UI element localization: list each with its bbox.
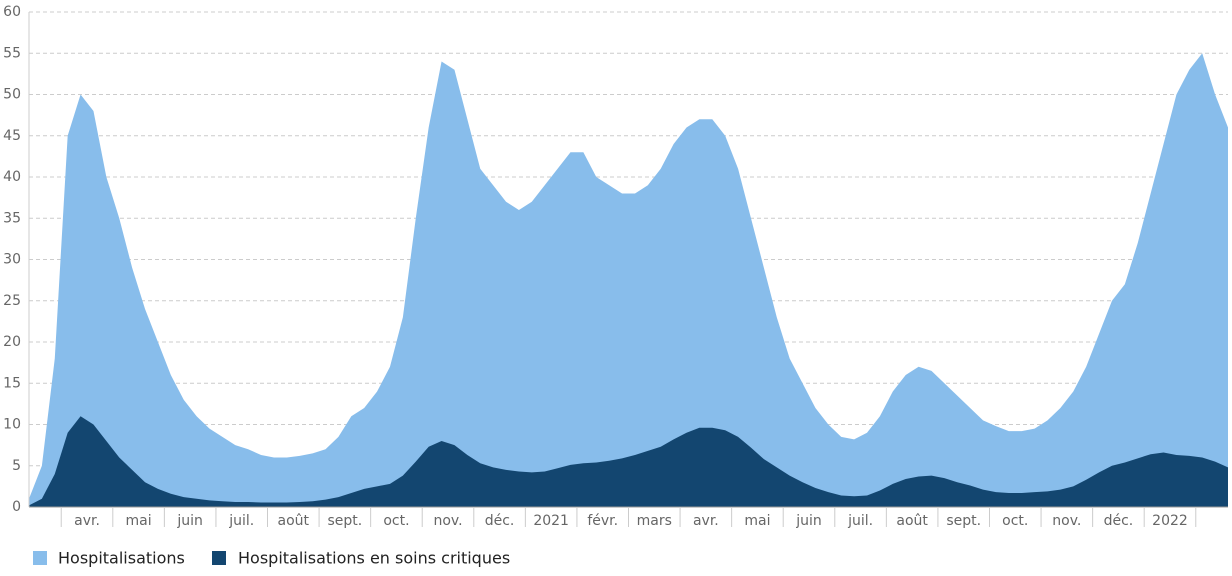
x-tick-label: juil. bbox=[847, 513, 873, 529]
x-tick-label: mars bbox=[637, 513, 672, 529]
x-tick-label: nov. bbox=[433, 513, 462, 529]
y-tick-label: 60 bbox=[3, 4, 21, 20]
x-tick-label: 2022 bbox=[1152, 513, 1188, 529]
y-tick-label: 35 bbox=[3, 210, 21, 226]
y-tick-label: 45 bbox=[3, 128, 21, 144]
x-tick-label: août bbox=[896, 513, 928, 529]
y-tick-label: 5 bbox=[12, 458, 21, 474]
x-tick-label: avr. bbox=[693, 513, 719, 529]
x-tick-label: sept. bbox=[327, 513, 362, 529]
x-tick-label: oct. bbox=[1002, 513, 1028, 529]
x-tick-label: mai bbox=[126, 513, 152, 529]
y-tick-label: 30 bbox=[3, 252, 21, 268]
legend-swatch bbox=[212, 551, 226, 565]
y-tick-label: 55 bbox=[3, 45, 21, 61]
area bbox=[29, 416, 1228, 507]
y-tick-label: 15 bbox=[3, 375, 21, 391]
legend-label: Hospitalisations bbox=[58, 549, 185, 568]
x-tick-label: juin bbox=[795, 513, 822, 529]
area bbox=[29, 53, 1228, 507]
x-tick-label: déc. bbox=[485, 513, 515, 529]
x-tick-label: juin bbox=[176, 513, 203, 529]
legend-swatch bbox=[33, 551, 47, 565]
x-tick-label: févr. bbox=[587, 513, 618, 529]
y-tick-label: 40 bbox=[3, 169, 21, 185]
legend-label: Hospitalisations en soins critiques bbox=[238, 549, 510, 568]
x-tick-label: avr. bbox=[74, 513, 100, 529]
y-tick-label: 20 bbox=[3, 334, 21, 350]
x-tick-label: sept. bbox=[946, 513, 981, 529]
y-tick-label: 10 bbox=[3, 417, 21, 433]
y-tick-label: 0 bbox=[12, 499, 21, 515]
y-tick-label: 25 bbox=[3, 293, 21, 309]
x-tick-label: 2021 bbox=[533, 513, 569, 529]
x-tick-label: août bbox=[278, 513, 310, 529]
y-tick-label: 50 bbox=[3, 87, 21, 103]
x-tick-label: déc. bbox=[1104, 513, 1134, 529]
x-tick-label: juil. bbox=[228, 513, 254, 529]
x-tick-label: oct. bbox=[383, 513, 409, 529]
x-tick-label: mai bbox=[744, 513, 770, 529]
x-tick-label: nov. bbox=[1052, 513, 1081, 529]
